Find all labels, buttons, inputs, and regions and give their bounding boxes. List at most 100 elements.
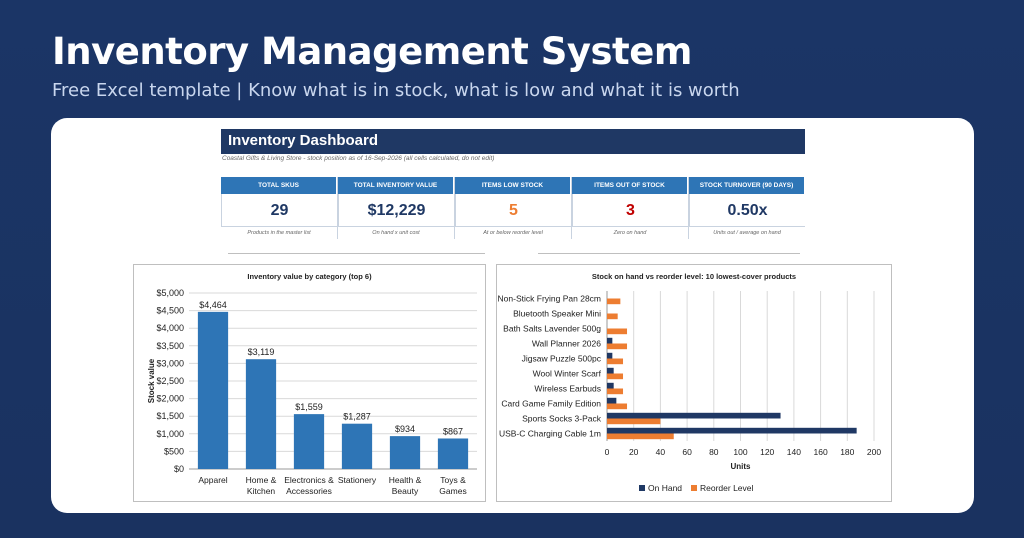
y-tick-label: Wall Planner 2026 — [532, 339, 601, 349]
chart-category-value[interactable]: Inventory value by category (top 6) $0 $5… — [133, 264, 486, 502]
data-label: $934 — [395, 424, 415, 434]
x-tick-label: 0 — [605, 447, 610, 457]
bar-reorder-level — [607, 418, 661, 425]
kpi-label: Items Out of Stock — [572, 177, 688, 194]
dashboard-subtitle: Coastal Gifts & Living Store - stock pos… — [222, 155, 495, 162]
kpi-note: Zero on hand — [613, 230, 647, 236]
y-tick-label: $500 — [164, 446, 184, 456]
bar-on-hand — [607, 397, 617, 404]
data-label: $1,559 — [295, 402, 323, 412]
kpi-note: Products in the master list — [247, 230, 311, 236]
kpi-value: 29 — [221, 194, 337, 227]
chart-title: Stock on hand vs reorder level: 10 lowes… — [591, 272, 797, 281]
x-tick-label: Apparel — [198, 475, 227, 485]
data-label: $3,119 — [248, 347, 275, 357]
kpi-low-stock[interactable]: Items Low Stock 5 At or below reorder le… — [455, 177, 572, 239]
x-tick-label: 180 — [840, 447, 854, 457]
dashboard-card: Inventory Dashboard Coastal Gifts & Livi… — [51, 118, 974, 513]
bar-on-hand — [607, 352, 613, 359]
data-label: $4,464 — [199, 300, 227, 310]
kpi-stock-turnover[interactable]: Stock Turnover (90 days) 0.50x Units out… — [689, 177, 805, 239]
legend-label: On Hand — [648, 483, 682, 493]
hero-title: Inventory Management System — [52, 30, 692, 73]
dashboard-title: Inventory Dashboard — [221, 129, 805, 154]
x-tick-label: Electronics & Accessories — [284, 475, 334, 496]
y-tick-label: $4,000 — [156, 323, 184, 333]
bar-on-hand — [607, 367, 614, 374]
x-tick-label: Stationery — [338, 475, 377, 485]
kpi-note: Units out / average on hand — [713, 230, 781, 236]
kpi-value: 5 — [455, 194, 571, 227]
x-axis-label: Units — [731, 462, 752, 471]
x-tick-label: 160 — [814, 447, 828, 457]
y-tick-label: $2,500 — [156, 376, 184, 386]
chart-title: Inventory value by category (top 6) — [247, 272, 372, 281]
chart-stock-vs-reorder[interactable]: Stock on hand vs reorder level: 10 lowes… — [496, 264, 892, 502]
kpi-label: Stock Turnover (90 days) — [689, 177, 805, 194]
bar-reorder-level — [607, 313, 618, 320]
bar-on-hand — [607, 427, 857, 434]
x-tick-label: 120 — [760, 447, 774, 457]
x-tick-label: Toys & Games — [439, 475, 466, 496]
y-tick-label: $1,000 — [156, 429, 184, 439]
kpi-label: Items Low Stock — [455, 177, 571, 194]
x-tick-label: 60 — [682, 447, 692, 457]
legend-swatch — [691, 485, 697, 491]
data-label: $867 — [443, 426, 463, 436]
divider-left — [228, 253, 485, 254]
kpi-out-of-stock[interactable]: Items Out of Stock 3 Zero on hand — [572, 177, 689, 239]
y-tick-label: $1,500 — [156, 411, 184, 421]
y-tick-label: $4,500 — [156, 306, 184, 316]
y-axis-label: Stock value — [147, 358, 156, 403]
bar — [437, 438, 469, 469]
bar — [293, 414, 325, 469]
bar — [341, 423, 373, 469]
y-tick-label: $3,000 — [156, 358, 184, 368]
y-tick-label: Card Game Family Edition — [501, 399, 601, 409]
bar-on-hand — [607, 412, 781, 419]
kpi-value: 0.50x — [689, 194, 805, 227]
bar-on-hand — [607, 382, 614, 389]
bar-reorder-level — [607, 298, 621, 305]
y-tick-label: Jigsaw Puzzle 500pc — [522, 354, 602, 364]
y-tick-label: Wool Winter Scarf — [533, 369, 602, 379]
bar — [197, 311, 229, 469]
chart-stock-vs-reorder-svg: 0 20 40 60 80 100 120 140 160 180 200 Units Non-Stic… — [498, 291, 881, 493]
kpi-note: At or below reorder level — [483, 230, 543, 236]
bar — [245, 359, 277, 469]
bar-reorder-level — [607, 403, 628, 410]
chart-category-value-svg: $0 $500 $1,000 $1,500 $2,000 $2,500 $3,000 $3,5… — [147, 288, 477, 496]
bar-reorder-level — [607, 328, 628, 335]
y-tick-label: $2,000 — [156, 394, 184, 404]
y-tick-label: Sports Socks 3-Pack — [522, 414, 602, 424]
bar — [389, 436, 421, 469]
legend-label: Reorder Level — [700, 483, 754, 493]
x-tick-label: Health & Beauty — [389, 475, 422, 496]
kpi-total-skus[interactable]: Total SKUs 29 Products in the master lis… — [221, 177, 338, 239]
kpi-label: Total SKUs — [221, 177, 337, 194]
bar-reorder-level — [607, 358, 624, 365]
divider-right — [538, 253, 800, 254]
kpi-label: Total Inventory Value — [338, 177, 454, 194]
y-tick-label: $5,000 — [156, 288, 184, 298]
y-tick-label: $3,500 — [156, 341, 184, 351]
bar-reorder-level — [607, 343, 628, 350]
y-tick-label: Bath Salts Lavender 500g — [503, 324, 601, 334]
y-tick-label: Bluetooth Speaker Mini — [513, 309, 601, 319]
x-tick-label: 140 — [787, 447, 801, 457]
x-tick-label: 200 — [867, 447, 881, 457]
kpi-total-value[interactable]: Total Inventory Value $12,229 On hand x … — [338, 177, 455, 239]
y-tick-label: $0 — [174, 464, 184, 474]
y-tick-label: Non-Stick Frying Pan 28cm — [498, 294, 601, 304]
bar-reorder-level — [607, 433, 674, 440]
hero-subtitle: Free Excel template | Know what is in st… — [52, 80, 740, 101]
kpi-value: 3 — [572, 194, 688, 227]
y-tick-label: Wireless Earbuds — [534, 384, 601, 394]
bar-reorder-level — [607, 388, 624, 395]
bar-on-hand — [607, 337, 613, 344]
kpi-note: On hand x unit cost — [372, 230, 420, 236]
kpi-row: Total SKUs 29 Products in the master lis… — [221, 177, 805, 239]
legend-swatch — [639, 485, 645, 491]
x-tick-label: Home & Kitchen — [246, 475, 277, 496]
x-tick-label: 20 — [629, 447, 639, 457]
